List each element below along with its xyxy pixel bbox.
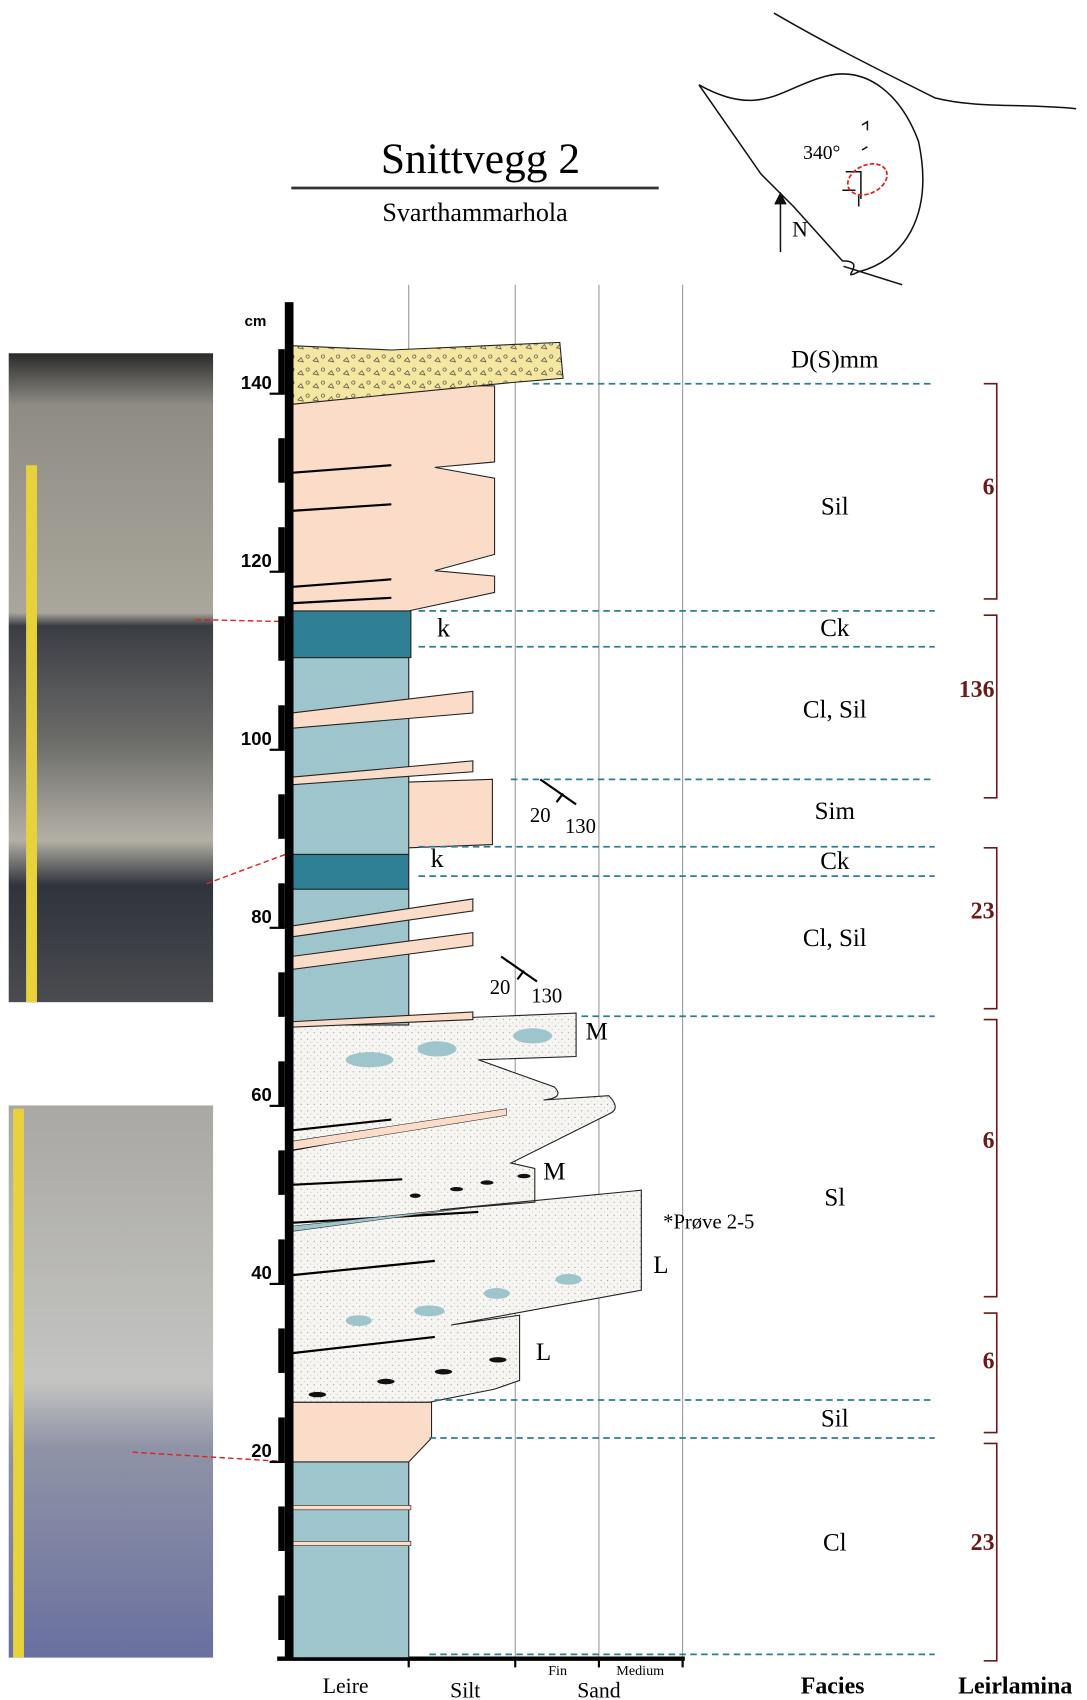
grain-size-label: Leire: [323, 1674, 369, 1698]
laminae-bracket: [984, 384, 997, 1661]
scale-unit: cm: [244, 313, 266, 330]
strike-value: 130: [565, 816, 596, 838]
title: Snittvegg 2: [381, 135, 580, 183]
scale-segment: [278, 1595, 285, 1640]
contact-label: k: [437, 613, 451, 642]
scale-tick-label: 60: [251, 1084, 272, 1105]
scale-tick-label: 20: [251, 1440, 272, 1461]
dip-value: 20: [490, 977, 511, 999]
column-header: Leirlamina: [958, 1674, 1072, 1700]
facies-label: Sl: [824, 1185, 845, 1212]
laminae-count: 6: [983, 1128, 995, 1154]
structure-label: L: [653, 1252, 668, 1279]
scale-tick-label: 40: [251, 1262, 272, 1283]
scale-segment: [278, 1150, 285, 1195]
scale-segment: [278, 1061, 285, 1106]
laminae-count: 6: [983, 1349, 995, 1375]
photo: [9, 353, 213, 1002]
ruler: [26, 465, 37, 1002]
scale-segment: [278, 1417, 285, 1462]
scale-segment: [278, 438, 285, 483]
scale-tick-label: 120: [241, 550, 272, 571]
sediment-log: Snittvegg 2 Svarthammarhola 340° N cm 14…: [0, 0, 1087, 1700]
scale-segment: [278, 616, 285, 661]
facies-label: D(S)mm: [791, 347, 879, 374]
grain-size-label: Silt: [450, 1678, 480, 1700]
scale-segment: [278, 527, 285, 572]
strike-value: 130: [531, 986, 562, 1008]
contact-label: k: [430, 844, 444, 873]
facies-label: Sil: [821, 1405, 849, 1432]
scale-tick-label: 100: [241, 728, 272, 749]
map-north: N: [792, 218, 808, 242]
map-bearing: 340°: [803, 143, 840, 164]
column-header: Facies: [801, 1674, 865, 1700]
structure-label: M: [586, 1018, 608, 1045]
photo: [9, 1105, 213, 1657]
grain-size-label: Sand: [577, 1678, 621, 1700]
scale-tick-label: 80: [251, 906, 272, 927]
log-units: [291, 342, 641, 1657]
laminae-count: 23: [971, 1530, 995, 1556]
facies-label: Cl: [823, 1529, 847, 1556]
scale-segment: [278, 705, 285, 750]
laminae-count: 23: [971, 899, 995, 925]
scale-segment: [278, 1328, 285, 1373]
scale-segment: [278, 883, 285, 928]
grain-size-label: Medium: [616, 1663, 664, 1679]
structure-label: L: [536, 1339, 551, 1366]
ruler: [13, 1109, 24, 1658]
scale-segment: [278, 1506, 285, 1551]
scale-segment: [278, 349, 285, 394]
scale-segment: [278, 794, 285, 839]
facies-label: Ck: [820, 848, 850, 875]
laminae-count: 6: [983, 475, 995, 501]
scale-bar: [270, 302, 294, 1659]
dip-value: 20: [530, 805, 551, 827]
facies-label: Sim: [815, 798, 856, 825]
subtitle: Svarthammarhola: [382, 198, 568, 227]
facies-label: Cl, Sil: [803, 925, 867, 952]
scale-tick-label: 140: [241, 372, 272, 393]
facies-label: Sil: [821, 493, 849, 520]
sample-label: *Prøve 2-5: [663, 1212, 754, 1234]
map: [699, 13, 1076, 285]
facies-label: Cl, Sil: [803, 697, 867, 724]
facies-label: Ck: [820, 615, 850, 642]
scale-segment: [278, 1239, 285, 1284]
grain-size-label: Fin: [548, 1663, 567, 1679]
scale-segment: [278, 972, 285, 1017]
laminae-count: 136: [959, 677, 995, 703]
structure-label: M: [543, 1159, 565, 1186]
